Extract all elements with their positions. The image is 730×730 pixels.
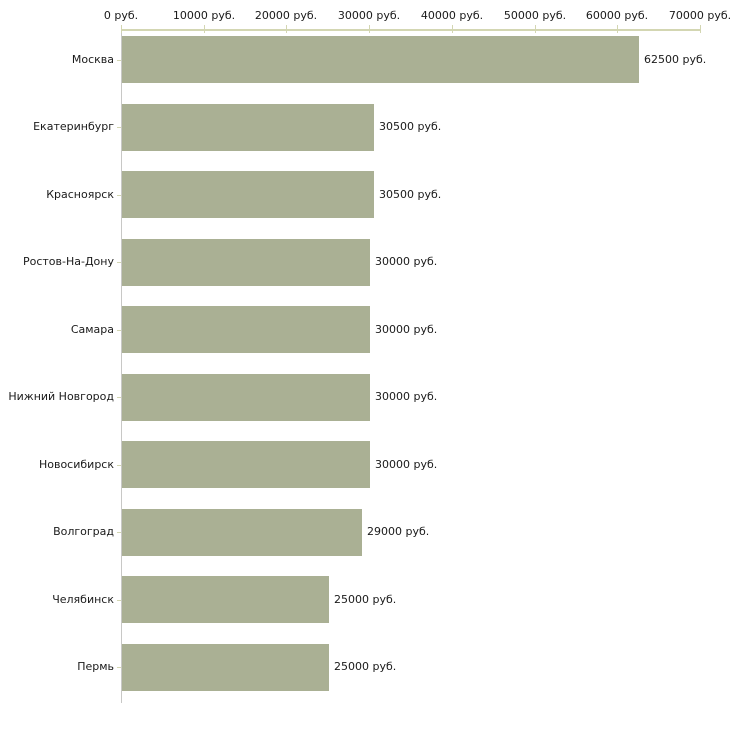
x-axis-tick [121,25,122,33]
y-axis-line [121,29,122,703]
value-label: 30500 руб. [379,188,442,201]
x-axis-tick [369,25,370,33]
bar [122,644,329,691]
category-tick [117,397,121,398]
category-label: Пермь [77,660,114,673]
category-label: Новосибирск [38,458,114,471]
x-axis-line [121,29,700,31]
category-label: Самара [70,323,114,336]
bar [122,239,370,286]
x-axis-tick-label: 40000 руб. [420,9,484,22]
bar [122,374,370,421]
category-label: Красноярск [46,188,114,201]
category-label: Нижний Новгород [8,390,114,403]
x-axis-tick [535,25,536,33]
category-tick [117,465,121,466]
bar [122,509,362,556]
x-axis-tick-label: 50000 руб. [503,9,567,22]
value-label: 29000 руб. [367,525,430,538]
x-axis-tick [204,25,205,33]
category-tick [117,127,121,128]
value-label: 62500 руб. [644,53,707,66]
x-axis-tick-label: 20000 руб. [254,9,318,22]
bar [122,576,329,623]
bar [122,171,374,218]
bar [122,36,639,83]
value-label: 30000 руб. [375,255,438,268]
category-label: Волгоград [53,525,114,538]
x-axis-tick-label: 60000 руб. [585,9,649,22]
value-label: 25000 руб. [334,660,397,673]
category-tick [117,600,121,601]
x-axis-tick-label: 70000 руб. [668,9,730,22]
category-label: Екатеринбург [33,120,114,133]
value-label: 25000 руб. [334,593,397,606]
bar [122,306,370,353]
x-axis-tick [452,25,453,33]
category-tick [117,667,121,668]
category-tick [117,532,121,533]
x-axis-tick-label: 30000 руб. [337,9,401,22]
bar [122,441,370,488]
category-label: Москва [71,53,114,66]
category-tick [117,60,121,61]
category-label: Ростов-На-Дону [22,255,114,268]
category-tick [117,330,121,331]
category-label: Челябинск [52,593,114,606]
x-axis-tick-label: 10000 руб. [172,9,236,22]
value-label: 30000 руб. [375,458,438,471]
x-axis-tick-label: 0 руб. [103,9,139,22]
category-tick [117,195,121,196]
x-axis-tick [286,25,287,33]
value-label: 30000 руб. [375,323,438,336]
x-axis-tick [700,25,701,33]
bar [122,104,374,151]
value-label: 30500 руб. [379,120,442,133]
category-tick [117,262,121,263]
value-label: 30000 руб. [375,390,438,403]
x-axis-tick [617,25,618,33]
